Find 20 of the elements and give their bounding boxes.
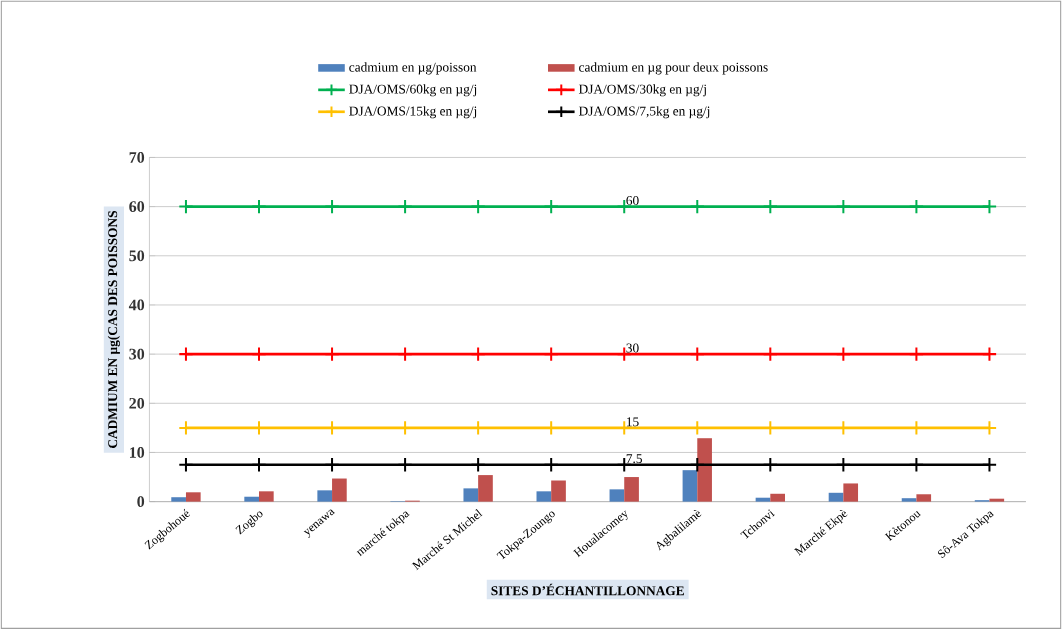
- y-tick-label: 40: [128, 299, 145, 311]
- legend-label: cadmium en µg/poisson: [349, 62, 477, 75]
- y-tick-label: 10: [129, 447, 145, 458]
- y-tick-label: 70: [129, 152, 145, 163]
- x-axis-title: SITES D’ÉCHANTILLONNAGE: [491, 583, 684, 596]
- legend-label: DJA/OMS/7,5kg en µg/j: [578, 106, 710, 119]
- y-tick-label: 60: [129, 201, 145, 213]
- legend-label: cadmium en µg pour deux poissons: [579, 62, 768, 75]
- y-tick-label: 20: [129, 398, 145, 409]
- annotation: 60: [626, 196, 639, 206]
- y-tick-label: 30: [129, 348, 145, 360]
- annotation: 15: [627, 417, 639, 427]
- legend-label: DJA/OMS/30kg en µg/j: [578, 84, 706, 97]
- legend-label: DJA/OMS/60kg en µg/j: [349, 84, 477, 97]
- y-axis-title: CADMIUM EN µg(CAS DES POISSONS: [107, 211, 120, 449]
- legend-label: DJA/OMS/15kg en µg/j: [349, 106, 477, 119]
- y-tick-label: 50: [129, 250, 145, 262]
- annotation: 30: [626, 343, 639, 353]
- annotation: 7.5: [626, 454, 642, 464]
- y-tick-label: 0: [137, 496, 145, 508]
